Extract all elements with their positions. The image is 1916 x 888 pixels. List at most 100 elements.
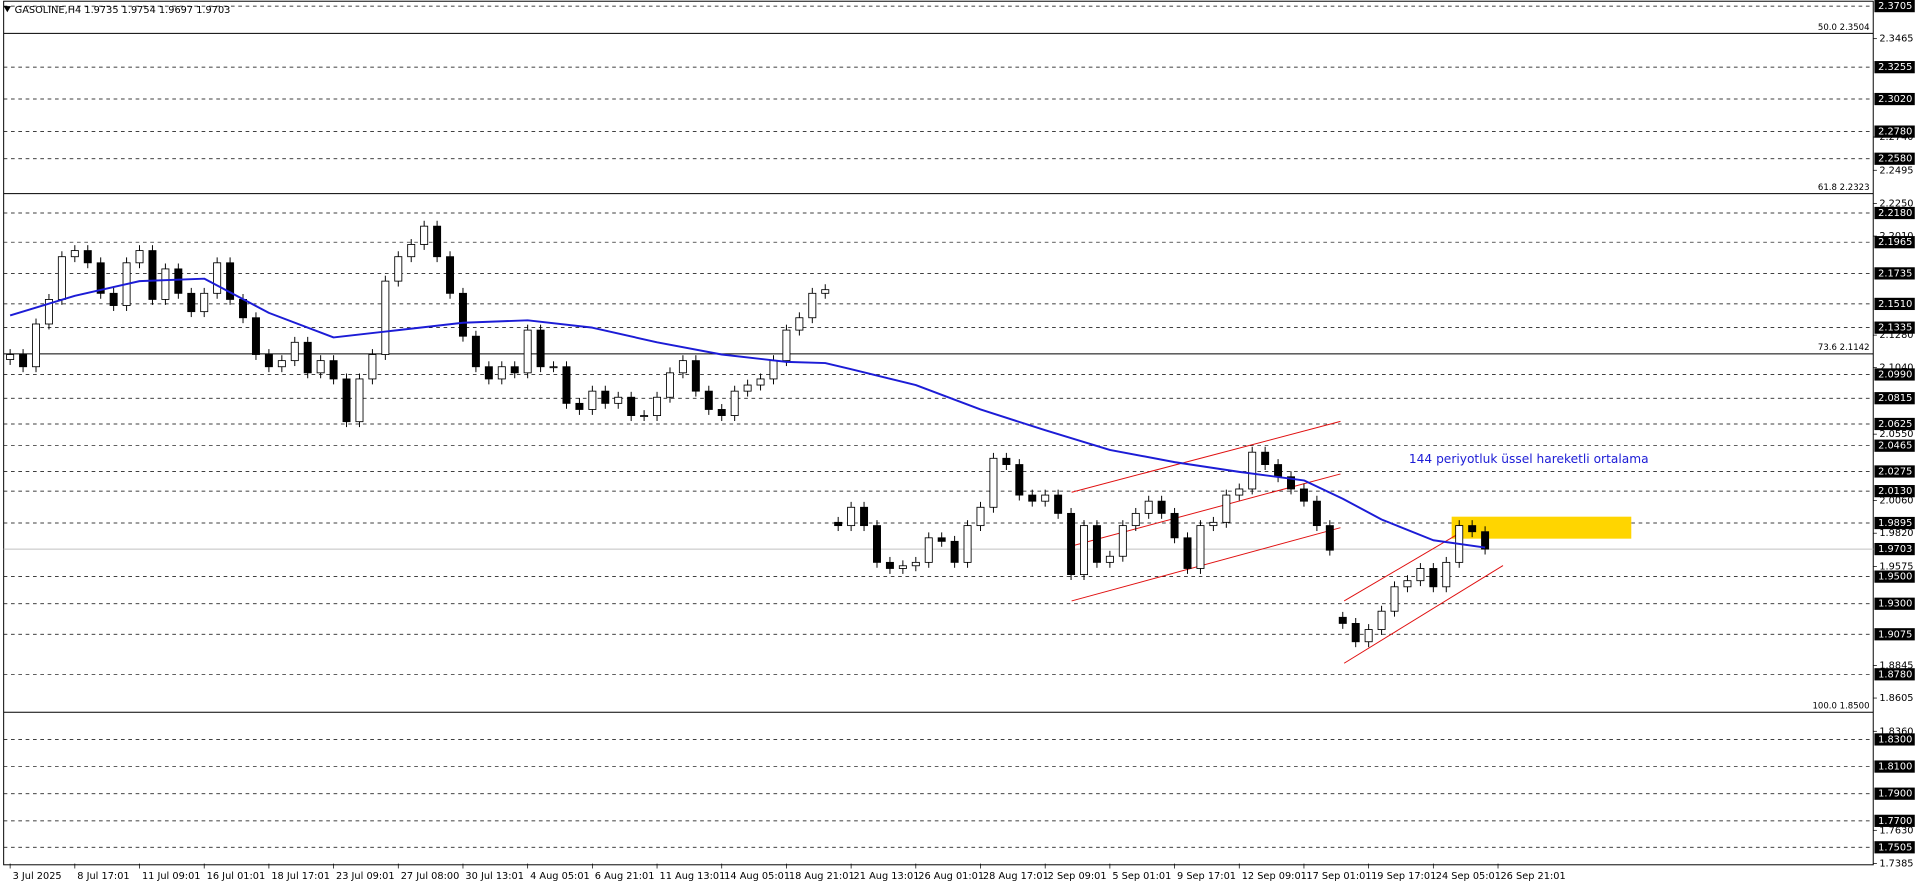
level-label: 2.0465 — [1878, 441, 1912, 452]
candle-body — [497, 366, 506, 380]
candle-body — [1416, 568, 1425, 582]
level-label-box — [1874, 841, 1915, 854]
candle-body — [1325, 525, 1334, 551]
candle-body — [1481, 531, 1490, 550]
candle-body — [898, 565, 907, 569]
level-label: 2.2580 — [1878, 154, 1912, 165]
candle-body — [510, 366, 519, 374]
candle-body — [1287, 476, 1295, 490]
candle-body — [1105, 555, 1114, 563]
level-label: 2.1965 — [1878, 237, 1912, 248]
candle-body — [1002, 457, 1011, 465]
y-tick-label: 2.2495 — [1879, 165, 1913, 176]
y-tick-label: 2.2250 — [1879, 199, 1913, 210]
x-tick-label: 26 Aug 01:01 — [918, 871, 984, 882]
y-tick-label: 1.9820 — [1879, 528, 1913, 539]
level-label-box — [1874, 417, 1915, 431]
level-label-box — [1874, 392, 1915, 405]
x-tick-label: 18 Jul 17:01 — [271, 871, 330, 882]
levels-layer: 50.0 2.3504 61.8 2.2323 73.6 2.1142 100.0 1… — [3, 5, 1874, 848]
x-tick-label: 27 Jul 08:00 — [401, 871, 460, 882]
level-label-box — [1874, 267, 1915, 280]
candle-body — [251, 317, 260, 355]
x-tick-label: 9 Sep 17:01 — [1177, 871, 1236, 882]
candle-body — [1299, 488, 1308, 502]
candle-body — [730, 390, 739, 417]
x-tick-label: 4 Aug 05:01 — [530, 871, 590, 882]
candle-body — [1235, 488, 1244, 496]
level-label: 2.3255 — [1878, 62, 1912, 73]
candle-body — [743, 384, 752, 392]
fib-label: 50.0 2.3504 — [1818, 23, 1870, 33]
level-label: 2.3020 — [1878, 94, 1912, 105]
ema-annotation: 144 periyotluk üssel hareketli ortalama — [1409, 452, 1649, 466]
level-label-box — [1874, 787, 1915, 800]
candle-body — [1312, 500, 1321, 527]
candle-body — [161, 268, 170, 300]
price-label: 1.9703 — [1878, 544, 1912, 555]
level-label-box — [1874, 516, 1915, 530]
candle-body — [1041, 494, 1050, 502]
level-label-box — [1874, 597, 1915, 610]
candle-body — [433, 225, 442, 258]
level-label-box — [1874, 236, 1915, 249]
level-label-box — [1874, 465, 1915, 478]
candle-body — [355, 378, 364, 423]
candle-body — [1170, 512, 1179, 539]
candle-body — [6, 354, 15, 360]
marks-layer: 144 periyotluk üssel hareketli ortalama — [6, 220, 1649, 648]
candle-body — [1403, 580, 1412, 588]
candle-body — [342, 378, 351, 423]
fib-label: 61.8 2.2323 — [1818, 183, 1870, 193]
candle-body — [407, 244, 416, 258]
candle-body — [135, 250, 144, 264]
candle-body — [1390, 586, 1399, 612]
x-tick-label: 2 Sep 09:01 — [1048, 871, 1107, 882]
level-label: 1.9895 — [1878, 518, 1912, 529]
candle-body — [1183, 537, 1192, 569]
x-tick-label: 16 Jul 01:01 — [207, 871, 266, 882]
candle-body — [174, 268, 183, 294]
candle-body — [420, 225, 429, 245]
channel-lines — [1071, 420, 1504, 664]
candle-body — [484, 366, 493, 380]
candle-body — [1222, 494, 1231, 523]
candle-body — [937, 537, 946, 542]
level-label-box — [1874, 814, 1915, 827]
candle-body — [1080, 525, 1088, 576]
candle-body — [976, 506, 985, 527]
candle-body — [1442, 561, 1451, 588]
y-tick-label: 1.8360 — [1879, 726, 1913, 737]
level-label: 2.3705 — [1878, 1, 1912, 12]
candle-body — [264, 354, 273, 368]
y-tick-label: 1.8605 — [1879, 693, 1913, 704]
level-label: 2.1735 — [1878, 268, 1912, 279]
level-label-box — [1874, 92, 1915, 106]
level-label: 1.8300 — [1878, 734, 1912, 745]
candle-body — [821, 289, 830, 294]
candle-body — [963, 525, 972, 563]
level-label-box — [1874, 628, 1915, 641]
channel2-upper — [1343, 530, 1463, 602]
level-label-box — [1874, 61, 1915, 74]
candle-body — [1351, 622, 1360, 643]
level-label-box — [1874, 485, 1915, 498]
candle-body — [394, 256, 403, 282]
candle-body — [562, 366, 571, 404]
candle-body — [1377, 610, 1386, 630]
candle-body — [1468, 525, 1477, 533]
candle-body — [368, 354, 377, 380]
candle-body — [1144, 500, 1153, 514]
candle-body — [614, 396, 623, 404]
x-tick-label: 12 Sep 09:01 — [1242, 871, 1307, 882]
y-tick-label: 2.0550 — [1879, 429, 1913, 440]
level-label: 2.0275 — [1878, 466, 1912, 477]
candle-body — [924, 537, 933, 563]
channel2-lower — [1343, 565, 1504, 664]
candle-body — [213, 262, 222, 294]
candle-body — [1261, 451, 1270, 465]
candle-body — [1274, 464, 1283, 478]
y-tick-label: 1.9575 — [1879, 561, 1913, 572]
level-label: 2.0625 — [1878, 419, 1912, 430]
